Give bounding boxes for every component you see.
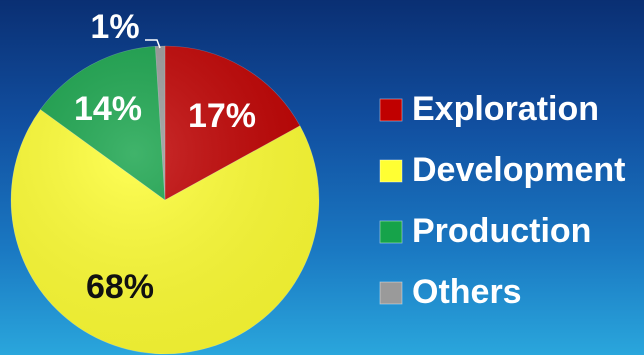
legend-swatch-exploration	[379, 98, 403, 122]
legend-label-production: Production	[412, 212, 591, 250]
data-label-others: 1%	[90, 8, 139, 46]
legend-label-others: Others	[412, 273, 522, 311]
data-label-development: 68%	[86, 268, 154, 306]
legend-swatch-production	[379, 220, 403, 244]
legend: Exploration Development Production Others	[379, 90, 626, 311]
legend-label-exploration: Exploration	[412, 90, 599, 128]
pie-slices	[10, 45, 320, 355]
legend-swatch-development	[379, 159, 403, 183]
data-label-production: 14%	[74, 90, 142, 128]
data-label-exploration: 17%	[188, 97, 256, 135]
leader-line-others	[145, 39, 161, 49]
legend-label-development: Development	[412, 151, 626, 189]
pie-data-labels: 17% 68% 14% 1%	[74, 8, 256, 306]
pie-gloss	[11, 46, 319, 354]
legend-swatch-others	[379, 281, 403, 305]
